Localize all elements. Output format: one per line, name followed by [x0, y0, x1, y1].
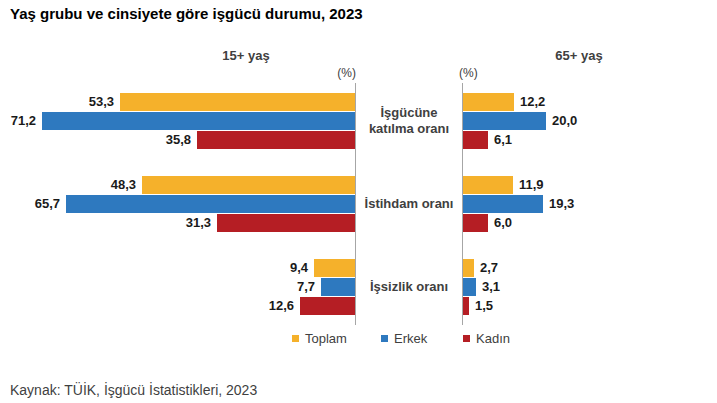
bar-value-right-0-erkek: 20,0 [552, 114, 577, 128]
bar-value-left-1-erkek: 65,7 [35, 197, 60, 211]
bar-left-1-toplam [142, 176, 355, 194]
bar-value-right-1-toplam: 11,9 [519, 178, 544, 192]
bar-value-left-1-toplam: 48,3 [111, 178, 136, 192]
bar-value-right-2-toplam: 2,7 [480, 261, 498, 275]
bar-left-1-kadın [217, 214, 355, 232]
bar-value-left-2-kadın: 12,6 [269, 299, 294, 313]
category-label: İşsizlik oranı [357, 259, 461, 315]
bar-value-right-0-kadın: 6,1 [494, 133, 512, 147]
source-note: Kaynak: TÜİK, İşgücü İstatistikleri, 202… [10, 382, 257, 398]
bar-value-left-0-toplam: 53,3 [89, 95, 114, 109]
bar-right-0-erkek [463, 112, 546, 130]
legend-item-toplam: Toplam [292, 331, 347, 345]
legend-swatch-icon [381, 335, 388, 342]
bar-value-left-0-kadın: 35,8 [166, 133, 191, 147]
legend-item-erkek: Erkek [381, 331, 427, 345]
bar-value-left-0-erkek: 71,2 [11, 114, 36, 128]
bar-right-2-toplam [463, 259, 474, 277]
chart: Yaş grubu ve cinsiyete göre işgücü durum… [0, 0, 717, 403]
bar-value-left-2-erkek: 7,7 [297, 280, 315, 294]
legend-item-kadın: Kadın [463, 331, 510, 345]
bar-right-1-erkek [463, 195, 543, 213]
axis-line-left [355, 83, 356, 325]
bar-value-right-1-kadın: 6,0 [494, 216, 512, 230]
unit-label-left: (%) [337, 66, 356, 80]
bar-left-1-erkek [66, 195, 355, 213]
bar-left-0-kadın [197, 131, 355, 149]
bar-value-right-2-erkek: 3,1 [482, 280, 500, 294]
bar-right-1-kadın [463, 214, 488, 232]
legend-swatch-icon [463, 335, 470, 342]
bar-left-2-erkek [321, 278, 355, 296]
bar-right-0-toplam [463, 93, 514, 111]
bar-left-0-erkek [42, 112, 355, 130]
bar-value-left-1-kadın: 31,3 [186, 216, 211, 230]
bar-left-0-toplam [120, 93, 355, 111]
bar-right-2-kadın [463, 297, 469, 315]
bar-right-0-kadın [463, 131, 488, 149]
legend-label: Toplam [305, 331, 347, 346]
legend-swatch-icon [292, 335, 299, 342]
bar-value-right-2-kadın: 1,5 [475, 299, 493, 313]
chart-title: Yaş grubu ve cinsiyete göre işgücü durum… [10, 5, 363, 22]
bar-right-2-erkek [463, 278, 476, 296]
bar-value-right-1-erkek: 19,3 [549, 197, 574, 211]
category-label: İşgücüne katılma oranı [357, 93, 461, 149]
panel-header-65plus: 65+ yaş [479, 48, 679, 63]
bar-value-left-2-toplam: 9,4 [290, 261, 308, 275]
bar-left-2-kadın [300, 297, 355, 315]
bar-left-2-toplam [314, 259, 355, 277]
panel-header-15plus: 15+ yaş [146, 48, 346, 63]
legend-label: Kadın [476, 331, 510, 346]
bar-right-1-toplam [463, 176, 513, 194]
unit-label-right: (%) [459, 66, 478, 80]
legend-label: Erkek [394, 331, 427, 346]
category-label: İstihdam oranı [357, 176, 461, 232]
bar-value-right-0-toplam: 12,2 [520, 95, 545, 109]
